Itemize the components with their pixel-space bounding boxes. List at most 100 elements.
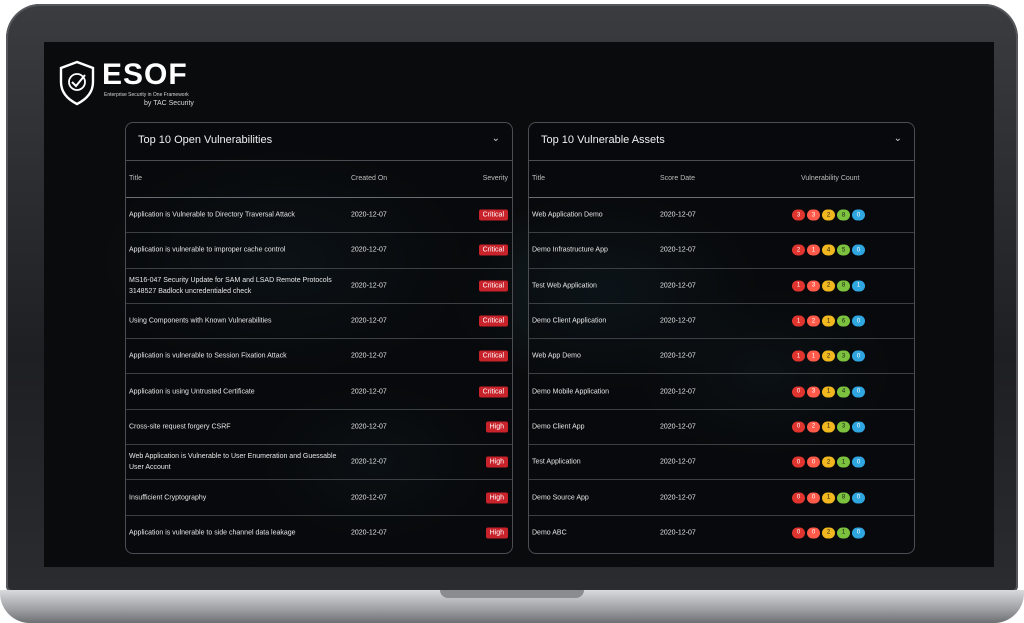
severity-badge: Critical bbox=[478, 350, 508, 362]
table-row[interactable]: Application is vulnerable to Session Fix… bbox=[126, 339, 512, 375]
table-row[interactable]: Web Application is Vulnerable to User En… bbox=[126, 445, 512, 481]
high-count-pill: 0 bbox=[807, 527, 820, 539]
created-on: 2020-12-07 bbox=[351, 388, 387, 396]
severity-badge: Critical bbox=[478, 280, 508, 292]
column-title[interactable]: Title bbox=[129, 175, 142, 182]
info-count-pill: 1 bbox=[852, 280, 865, 292]
table-row[interactable]: Demo ABC 2020-12-07 0 0 2 1 0 bbox=[529, 516, 914, 550]
critical-count-pill: 0 bbox=[792, 456, 805, 468]
table-row[interactable]: Insufficient Cryptography 2020-12-07 High bbox=[126, 480, 512, 516]
open-vulnerabilities-panel: Top 10 Open Vulnerabilities ⌄ Title Crea… bbox=[125, 122, 513, 554]
table-header: Title Score Date Vulnerability Count bbox=[529, 161, 914, 198]
created-on: 2020-12-07 bbox=[351, 423, 387, 431]
low-count-pill: 8 bbox=[837, 280, 850, 292]
table-row[interactable]: Application is vulnerable to side channe… bbox=[126, 516, 512, 550]
info-count-pill: 0 bbox=[852, 421, 865, 433]
score-date: 2020-12-07 bbox=[660, 458, 696, 466]
vulnerability-title[interactable]: Application is using Untrusted Certifica… bbox=[129, 388, 255, 396]
severity-badge: Critical bbox=[478, 315, 508, 327]
score-date: 2020-12-07 bbox=[660, 246, 696, 254]
critical-count-pill: 3 bbox=[792, 209, 805, 221]
table-row[interactable]: Test Application 2020-12-07 0 0 2 1 0 bbox=[529, 445, 914, 481]
column-severity[interactable]: Severity bbox=[482, 175, 508, 182]
info-count-pill: 0 bbox=[852, 244, 865, 256]
asset-title[interactable]: Demo Infrastructure App bbox=[532, 246, 608, 254]
asset-title[interactable]: Demo Mobile Application bbox=[532, 388, 610, 396]
asset-title[interactable]: Web Application Demo bbox=[532, 211, 603, 219]
asset-title[interactable]: Demo Source App bbox=[532, 494, 589, 502]
screen: ESOF Enterprise Security in One Framewor… bbox=[44, 42, 994, 567]
brand-name: ESOF bbox=[102, 58, 188, 91]
info-count-pill: 0 bbox=[852, 209, 865, 221]
table-row[interactable]: Demo Client App 2020-12-07 0 2 1 3 0 bbox=[529, 410, 914, 446]
low-count-pill: 6 bbox=[837, 315, 850, 327]
table-row[interactable]: Demo Mobile Application 2020-12-07 0 3 1 4 0 bbox=[529, 374, 914, 410]
medium-count-pill: 1 bbox=[822, 492, 835, 504]
created-on: 2020-12-07 bbox=[351, 317, 387, 325]
low-count-pill: 8 bbox=[837, 209, 850, 221]
critical-count-pill: 0 bbox=[792, 386, 805, 398]
table-row[interactable]: Demo Source App 2020-12-07 0 0 1 8 0 bbox=[529, 480, 914, 516]
vulnerability-title[interactable]: Insufficient Cryptography bbox=[129, 494, 207, 502]
vulnerability-title[interactable]: Using Components with Known Vulnerabilit… bbox=[129, 317, 272, 325]
table-row[interactable]: Cross-site request forgery CSRF 2020-12-0… bbox=[126, 410, 512, 446]
low-count-pill: 3 bbox=[837, 421, 850, 433]
table-row[interactable]: Using Components with Known Vulnerabilit… bbox=[126, 304, 512, 340]
critical-count-pill: 0 bbox=[792, 527, 805, 539]
vulnerability-title[interactable]: Application is vulnerable to improper ca… bbox=[129, 246, 286, 254]
high-count-pill: 2 bbox=[807, 421, 820, 433]
column-title[interactable]: Title bbox=[532, 175, 545, 182]
chevron-down-icon[interactable]: ⌄ bbox=[893, 133, 902, 144]
table-row[interactable]: Demo Client Application 2020-12-07 1 2 1 6 0 bbox=[529, 304, 914, 340]
vulnerable-assets-panel: Top 10 Vulnerable Assets ⌄ Title Score D… bbox=[528, 122, 915, 554]
score-date: 2020-12-07 bbox=[660, 529, 696, 537]
table-row[interactable]: Application is using Untrusted Certifica… bbox=[126, 374, 512, 410]
medium-count-pill: 2 bbox=[822, 527, 835, 539]
asset-title[interactable]: Web App Demo bbox=[532, 352, 581, 360]
column-vulnerability-count[interactable]: Vulnerability Count bbox=[801, 175, 860, 182]
vulnerability-title[interactable]: Application is vulnerable to Session Fix… bbox=[129, 352, 287, 360]
critical-count-pill: 0 bbox=[792, 492, 805, 504]
table-row[interactable]: Web App Demo 2020-12-07 1 1 2 3 0 bbox=[529, 339, 914, 375]
asset-title[interactable]: Test Web Application bbox=[532, 282, 597, 290]
info-count-pill: 0 bbox=[852, 386, 865, 398]
severity-badge: Critical bbox=[478, 209, 508, 221]
asset-title[interactable]: Test Application bbox=[532, 458, 581, 466]
score-date: 2020-12-07 bbox=[660, 423, 696, 431]
table-row[interactable]: Application is vulnerable to improper ca… bbox=[126, 233, 512, 269]
table-header: Title Created On Severity bbox=[126, 161, 512, 198]
high-count-pill: 2 bbox=[807, 315, 820, 327]
table-row[interactable]: Application is Vulnerable to Directory T… bbox=[126, 198, 512, 234]
panel-title: Top 10 Vulnerable Assets bbox=[541, 134, 665, 146]
panel-title: Top 10 Open Vulnerabilities bbox=[138, 134, 273, 146]
table-row[interactable]: MS16-047 Security Update for SAM and LSA… bbox=[126, 269, 512, 304]
shield-check-icon bbox=[59, 60, 95, 106]
table-row[interactable]: Web Application Demo 2020-12-07 3 3 2 8 0 bbox=[529, 198, 914, 234]
score-date: 2020-12-07 bbox=[660, 211, 696, 219]
column-created-on[interactable]: Created On bbox=[351, 175, 388, 182]
high-count-pill: 1 bbox=[807, 244, 820, 256]
vulnerability-title[interactable]: Web Application is Vulnerable to User En… bbox=[129, 453, 337, 472]
high-count-pill: 3 bbox=[807, 280, 820, 292]
chevron-down-icon[interactable]: ⌄ bbox=[491, 133, 500, 144]
asset-title[interactable]: Demo Client Application bbox=[532, 317, 607, 325]
critical-count-pill: 1 bbox=[792, 350, 805, 362]
vulnerability-title[interactable]: Cross-site request forgery CSRF bbox=[129, 423, 231, 431]
medium-count-pill: 2 bbox=[822, 280, 835, 292]
table-row[interactable]: Demo Infrastructure App 2020-12-07 2 1 4 5 0 bbox=[529, 233, 914, 269]
vulnerability-title[interactable]: MS16-047 Security Update for SAM and LSA… bbox=[129, 276, 332, 295]
vulnerability-title[interactable]: Application is vulnerable to side channe… bbox=[129, 529, 296, 537]
table-row[interactable]: Test Web Application 2020-12-07 1 3 2 8 1 bbox=[529, 269, 914, 304]
asset-title[interactable]: Demo Client App bbox=[532, 423, 585, 431]
asset-title[interactable]: Demo ABC bbox=[532, 529, 567, 537]
info-count-pill: 0 bbox=[852, 350, 865, 362]
vulnerability-title[interactable]: Application is Vulnerable to Directory T… bbox=[129, 211, 295, 219]
critical-count-pill: 2 bbox=[792, 244, 805, 256]
column-score-date[interactable]: Score Date bbox=[660, 175, 696, 182]
